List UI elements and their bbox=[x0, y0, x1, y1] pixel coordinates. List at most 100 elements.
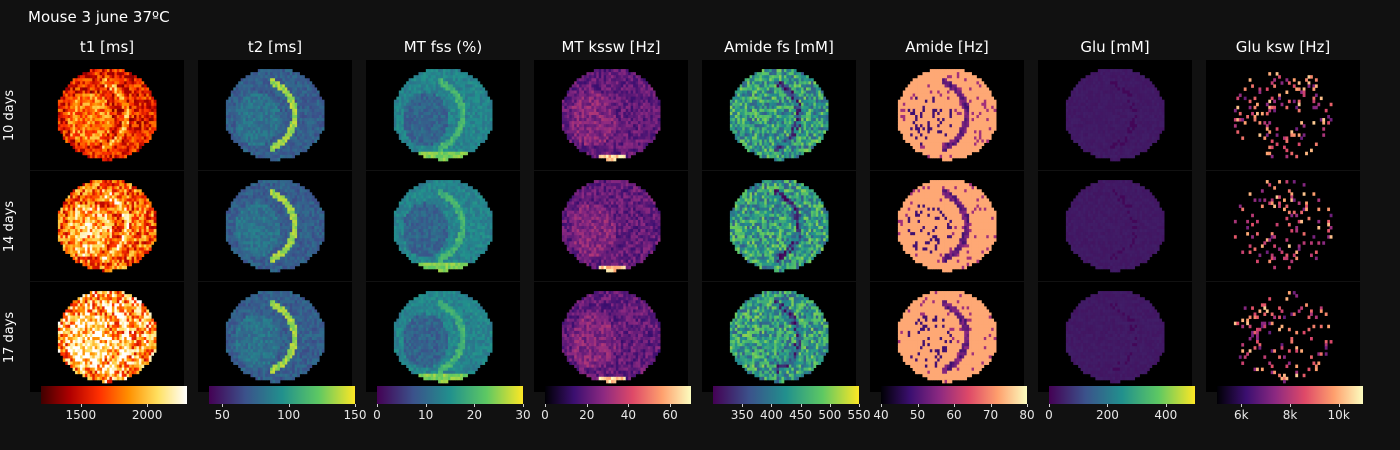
heatmap-panel bbox=[30, 171, 184, 281]
colorbar-tick-mark bbox=[474, 404, 476, 407]
colorbar bbox=[1049, 386, 1195, 404]
heatmap-image bbox=[225, 180, 325, 273]
heatmap-image bbox=[1233, 180, 1333, 270]
colorbar-tick-label: 10k bbox=[1328, 408, 1350, 422]
heatmap-panel bbox=[366, 60, 520, 170]
colorbar-tick-mark bbox=[1165, 404, 1167, 407]
heatmap-panel bbox=[198, 60, 352, 170]
heatmap-panel bbox=[30, 60, 184, 170]
colorbar-tick-label: 20 bbox=[579, 408, 594, 422]
colorbar-tick-label: 550 bbox=[848, 408, 871, 422]
column-title: t2 [ms] bbox=[195, 38, 355, 56]
heatmap-image bbox=[561, 291, 661, 384]
column-title: MT kssw [Hz] bbox=[531, 38, 691, 56]
column-title: Glu ksw [Hz] bbox=[1203, 38, 1363, 56]
heatmap-panel bbox=[366, 171, 520, 281]
heatmap-image bbox=[393, 69, 493, 162]
heatmap-panel bbox=[870, 60, 1024, 170]
colorbar-tick-label: 0 bbox=[541, 408, 549, 422]
colorbar-tick-mark bbox=[425, 404, 427, 407]
heatmap-image bbox=[1065, 180, 1165, 273]
colorbar bbox=[41, 386, 187, 404]
column-title: Amide [Hz] bbox=[867, 38, 1027, 56]
colorbar-tick-label: 6k bbox=[1234, 408, 1249, 422]
colorbar-tick-mark bbox=[1049, 404, 1050, 407]
heatmap-image bbox=[729, 180, 829, 273]
colorbar-tick-label: 50 bbox=[215, 408, 230, 422]
colorbar-tick-mark bbox=[222, 404, 224, 407]
colorbar-tick-label: 30 bbox=[515, 408, 530, 422]
row-label-text: 10 days bbox=[3, 89, 18, 140]
colorbar-tick-mark bbox=[800, 404, 802, 407]
heatmap-image bbox=[897, 291, 997, 384]
colorbar-tick-mark bbox=[771, 404, 773, 407]
heatmap-panel bbox=[1038, 171, 1192, 281]
colorbar-tick-label: 350 bbox=[731, 408, 754, 422]
colorbar bbox=[1217, 386, 1363, 404]
colorbar-tick-mark bbox=[523, 404, 524, 407]
heatmap-image bbox=[561, 69, 661, 162]
heatmap-image bbox=[225, 291, 325, 384]
colorbar-tick-label: 40 bbox=[873, 408, 888, 422]
colorbar-tick-mark bbox=[377, 404, 378, 407]
colorbar-tick-label: 400 bbox=[760, 408, 783, 422]
colorbar bbox=[881, 386, 1027, 404]
colorbar-tick-mark bbox=[545, 404, 546, 407]
colorbar-tick-label: 1500 bbox=[66, 408, 97, 422]
colorbar-tick-mark bbox=[1027, 404, 1028, 407]
colorbar-tick-label: 20 bbox=[467, 408, 482, 422]
colorbar-tick-label: 200 bbox=[1096, 408, 1119, 422]
colorbar-tick-label: 8k bbox=[1283, 408, 1298, 422]
heatmap-panel bbox=[534, 60, 688, 170]
colorbar-tick-mark bbox=[742, 404, 744, 407]
column-title: MT fss (%) bbox=[363, 38, 523, 56]
colorbar-tick-label: 150 bbox=[344, 408, 367, 422]
heatmap-panel bbox=[534, 282, 688, 392]
column-title: Glu [mM] bbox=[1035, 38, 1195, 56]
colorbar-tick-label: 0 bbox=[1045, 408, 1053, 422]
colorbar bbox=[209, 386, 355, 404]
colorbar-tick-label: 500 bbox=[818, 408, 841, 422]
heatmap-panel bbox=[198, 282, 352, 392]
heatmap-image bbox=[57, 180, 157, 273]
colorbar-tick-mark bbox=[355, 404, 356, 407]
colorbar-tick-label: 70 bbox=[983, 408, 998, 422]
colorbar-tick-mark bbox=[829, 404, 831, 407]
heatmap-image bbox=[561, 180, 661, 273]
colorbar-tick-mark bbox=[1290, 404, 1291, 407]
colorbar-tick-mark bbox=[147, 404, 149, 407]
colorbar-tick-label: 400 bbox=[1154, 408, 1177, 422]
colorbar-tick-label: 60 bbox=[663, 408, 678, 422]
colorbar bbox=[377, 386, 523, 404]
heatmap-image bbox=[57, 69, 157, 162]
colorbar-tick-mark bbox=[859, 404, 860, 407]
colorbar-tick-label: 40 bbox=[621, 408, 636, 422]
heatmap-image bbox=[393, 291, 493, 384]
heatmap-panel bbox=[1038, 282, 1192, 392]
colorbar-tick-mark bbox=[954, 404, 955, 407]
heatmap-image bbox=[225, 69, 325, 162]
heatmap-image bbox=[1233, 291, 1333, 384]
heatmap-image bbox=[1065, 291, 1165, 384]
colorbar-tick-mark bbox=[1241, 404, 1243, 407]
colorbar-tick-label: 10 bbox=[418, 408, 433, 422]
row-label: 10 days bbox=[0, 60, 20, 170]
heatmap-image bbox=[1065, 69, 1165, 162]
colorbar-tick-label: 0 bbox=[373, 408, 381, 422]
colorbar-tick-label: 450 bbox=[789, 408, 812, 422]
heatmap-image bbox=[729, 291, 829, 384]
heatmap-image bbox=[897, 69, 997, 162]
colorbar-tick-mark bbox=[1107, 404, 1109, 407]
heatmap-panel bbox=[702, 171, 856, 281]
row-label-text: 14 days bbox=[3, 200, 18, 251]
heatmap-panel bbox=[702, 282, 856, 392]
row-label: 17 days bbox=[0, 282, 20, 392]
row-label: 14 days bbox=[0, 171, 20, 281]
figure-title: Mouse 3 june 37ºC bbox=[28, 8, 170, 26]
heatmap-panel bbox=[198, 171, 352, 281]
heatmap-panel bbox=[30, 282, 184, 392]
colorbar-tick-mark bbox=[917, 404, 919, 407]
heatmap-image bbox=[1233, 72, 1333, 159]
column-title: t1 [ms] bbox=[27, 38, 187, 56]
colorbar-tick-mark bbox=[80, 404, 82, 407]
